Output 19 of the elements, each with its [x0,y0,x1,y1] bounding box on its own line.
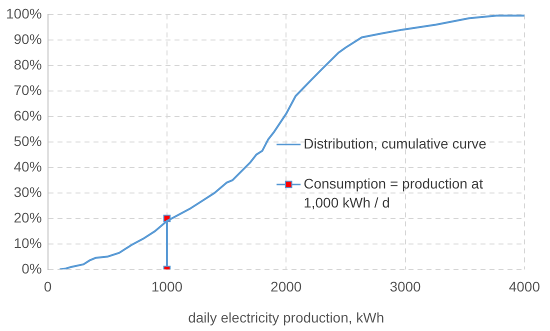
x-tick-label: 4000 [508,278,540,295]
y-tick-label: 100% [6,5,42,22]
y-tick-label: 0% [22,260,42,276]
y-tick-label: 70% [14,82,42,98]
y-tick-label: 60% [14,107,42,124]
x-tick-label: 3000 [390,278,422,295]
x-tick-label: 2000 [270,278,302,295]
y-tick-label: 20% [14,209,42,226]
y-tick-label: 90% [14,30,42,47]
y-tick-label: 80% [14,56,42,72]
legend-label: Consumption = production at 1,000 kWh / d [304,175,484,210]
x-tick-label: 0 [44,278,52,295]
y-tick-label: 30% [14,184,42,200]
y-tick-label: 40% [14,158,42,174]
legend-label: Distribution, cumulative curve [304,135,487,152]
x-tick-label: 1000 [151,278,183,295]
y-tick-label: 10% [14,234,42,251]
x-axis-title: daily electricity production, kWh [188,309,384,326]
y-tick-label: 50% [14,132,42,149]
